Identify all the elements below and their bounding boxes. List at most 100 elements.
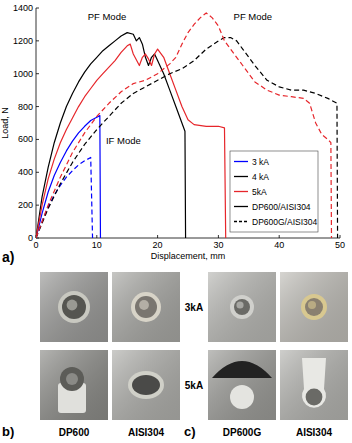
legend-label: 4 kA [252, 172, 269, 182]
x-tick-label: 30 [213, 240, 223, 250]
x-tick [340, 235, 341, 238]
legend-label: 3 kA [252, 157, 269, 167]
weld-nugget [305, 298, 323, 316]
weld-nugget [135, 296, 157, 318]
plate [280, 272, 348, 342]
x-axis-label: Displacement, mm [151, 251, 226, 261]
y-tick-label: 1400 [13, 3, 33, 13]
panel-label: c) [184, 424, 196, 439]
y-tick [36, 73, 39, 74]
series-line [36, 44, 226, 238]
y-tick-label: 1000 [13, 69, 33, 79]
x-tick-label: 10 [92, 240, 102, 250]
row-label: 3kA [185, 302, 203, 313]
plate [112, 350, 180, 420]
y-tick-label: 200 [18, 200, 33, 210]
x-tick [96, 235, 97, 238]
weld-halo [301, 294, 327, 320]
row-label: 5kA [185, 380, 203, 391]
weld-center [236, 301, 243, 308]
specimen-photo [112, 350, 180, 420]
specimen-photo [280, 350, 348, 420]
specimen-photo [40, 272, 108, 342]
legend-swatch [234, 161, 248, 162]
legend-swatch [234, 221, 248, 222]
y-axis [36, 8, 37, 238]
x-tick [157, 235, 158, 238]
x-tick-label: 20 [153, 240, 163, 250]
annotations: PF Mode PF Mode IF Mode [88, 11, 272, 147]
panel-label: b) [2, 424, 14, 439]
plate [208, 272, 276, 342]
specimen-photo [280, 272, 348, 342]
hole [306, 389, 323, 406]
panel-label: a) [2, 249, 14, 265]
plot-area [36, 13, 338, 238]
series-line [36, 13, 331, 238]
column-label: DP600G [223, 427, 262, 438]
plate-shade [112, 272, 180, 342]
x-tick-label: 0 [33, 240, 38, 250]
plate [40, 272, 108, 342]
tear-region [302, 358, 326, 408]
axes: 0 200 400 600 800 1000 1200 1400 0 10 20 30 40 50 Disp… [0, 3, 345, 265]
weld-center [139, 300, 149, 310]
plate-shade [208, 272, 276, 342]
plate-shade [40, 272, 108, 342]
y-tick-label: 400 [18, 167, 33, 177]
legend: 3 kA 4 kA 5kA DP600/AISI304 DP600G/AISI304 [230, 151, 318, 232]
series-line [36, 33, 186, 238]
weld-halo [58, 291, 90, 323]
hole [132, 375, 160, 395]
y-tick-label: 600 [18, 134, 33, 144]
plate [208, 350, 276, 420]
specimen-photo [208, 272, 276, 342]
legend-swatch [234, 191, 248, 192]
column-label: AISI304 [128, 427, 165, 438]
x-tick-label: 40 [274, 240, 284, 250]
series-line [36, 38, 338, 238]
specimen-photo [40, 350, 108, 420]
legend-label: 5kA [252, 187, 267, 197]
plate [280, 350, 348, 420]
plate-shade [112, 350, 180, 420]
weld-nugget [62, 295, 86, 319]
legend-box [230, 151, 318, 232]
weld-center [308, 301, 316, 309]
y-tick-label: 0 [28, 233, 33, 243]
plate [112, 272, 180, 342]
annotation: PF Mode [234, 11, 273, 22]
y-tick [36, 106, 39, 107]
weld-center [67, 300, 78, 311]
plate [40, 350, 108, 420]
annotation: IF Mode [106, 135, 141, 146]
specimen-photo [208, 350, 276, 420]
y-tick-label: 1200 [13, 36, 33, 46]
x-tick [218, 235, 219, 238]
y-tick [36, 40, 39, 41]
legend-swatch [234, 206, 248, 207]
legend-label: DP600G/AISI304 [252, 217, 317, 227]
photo-panels: b)DP600AISI304c)DP600GAISI3043kA5kA [2, 272, 348, 439]
legend-label: DP600/AISI304 [252, 202, 311, 212]
annotation: PF Mode [88, 11, 127, 22]
torn-region [212, 361, 272, 378]
y-tick [36, 205, 39, 206]
specimen-photo [112, 272, 180, 342]
plate-shade [280, 350, 348, 420]
x-tick-label: 50 [335, 240, 345, 250]
y-tick [36, 8, 39, 9]
plate-shade [40, 350, 108, 420]
weld-halo [230, 295, 254, 319]
y-tick-label: 800 [18, 102, 33, 112]
y-axis-label: Load, N [0, 107, 10, 139]
plate-shade [280, 272, 348, 342]
weld-nugget [234, 299, 250, 315]
y-tick [36, 139, 39, 140]
x-tick [279, 235, 280, 238]
hole-rim [128, 371, 164, 399]
column-label: AISI304 [296, 427, 333, 438]
x-axis [36, 238, 340, 239]
plug-center [66, 373, 78, 385]
figure: 0 200 400 600 800 1000 1200 1400 0 10 20 30 40 50 Disp… [0, 0, 352, 443]
